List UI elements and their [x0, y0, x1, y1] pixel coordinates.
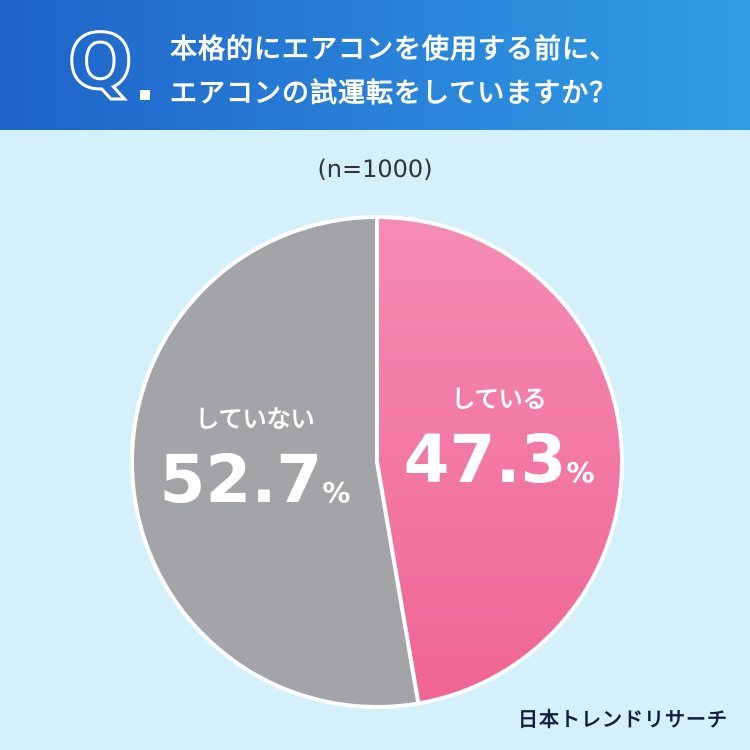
percent-sign: %: [322, 476, 351, 510]
question-title-line1: 本格的にエアコンを使用する前に、: [170, 34, 618, 65]
question-dot-icon: [140, 90, 150, 100]
slice-label-doing: している 47.3%: [379, 384, 619, 511]
question-q-icon: Q: [67, 17, 135, 106]
slice-label-not-doing: していない 52.7%: [135, 404, 375, 531]
brand-logo: 日本トレンドリサーチ: [518, 707, 728, 731]
slice-label-doing-text: している: [451, 384, 547, 413]
pie-slice-doing: [375, 215, 624, 706]
question-title: 本格的にエアコンを使用する前に、 エアコンの試運転をしていますか？: [170, 28, 730, 116]
slice-value-doing-number: 47.3: [403, 420, 567, 498]
question-title-line2: エアコンの試運転をしていますか？: [170, 78, 618, 109]
pie-slice-not-doing: [130, 215, 421, 709]
percent-sign: %: [566, 455, 595, 489]
question-header: Q 本格的にエアコンを使用する前に、 エアコンの試運転をしていますか？: [0, 0, 750, 130]
slice-value-not-doing-number: 52.7: [159, 441, 323, 519]
sample-size-label: (n=1000): [317, 155, 433, 183]
slice-label-not-doing-text: していない: [195, 405, 315, 434]
slice-value-doing: 47.3%: [379, 420, 619, 511]
slice-value-not-doing: 52.7%: [135, 442, 375, 531]
